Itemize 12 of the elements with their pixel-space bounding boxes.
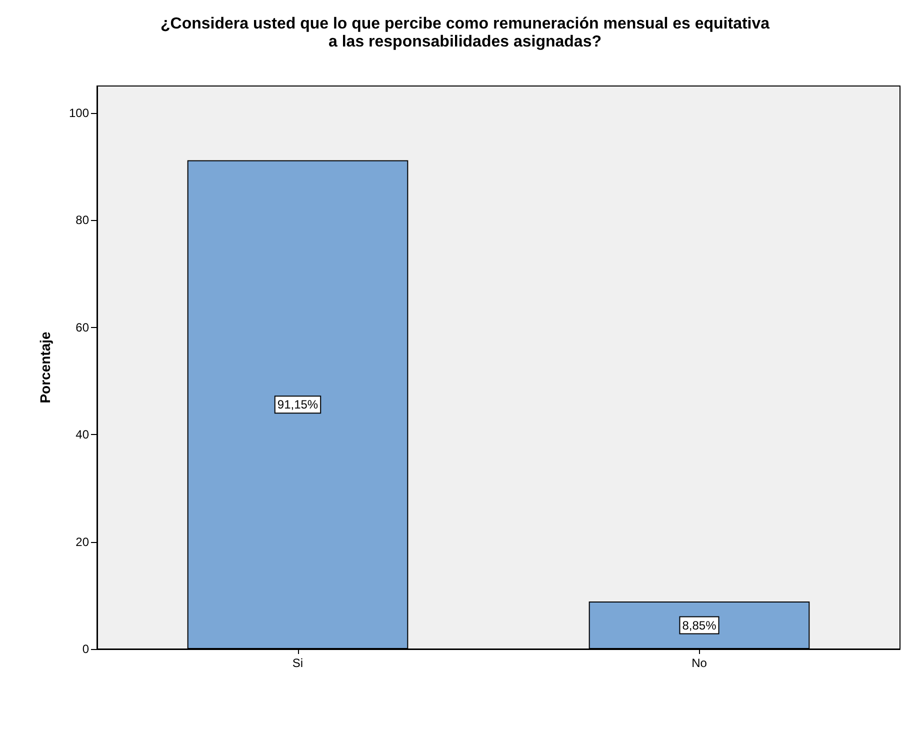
x-tick-label: No xyxy=(692,656,708,670)
y-tick-label: 80 xyxy=(76,213,90,228)
data-label: 91,15% xyxy=(277,398,318,412)
data-label: 8,85% xyxy=(682,618,717,632)
y-tick-label: 100 xyxy=(68,106,90,120)
y-axis-title: Porcentaje xyxy=(37,331,53,404)
y-tick-label: 60 xyxy=(76,320,90,334)
x-tick-label: Si xyxy=(292,656,304,670)
y-tick-label: 40 xyxy=(76,428,90,442)
y-tick-label: 20 xyxy=(76,534,90,549)
y-tick-label: 0 xyxy=(82,642,90,656)
chart-title: ¿Considera usted que lo que percibe como remuneración mensual es equitativa a las responsabilidades asignadas? xyxy=(160,16,770,50)
